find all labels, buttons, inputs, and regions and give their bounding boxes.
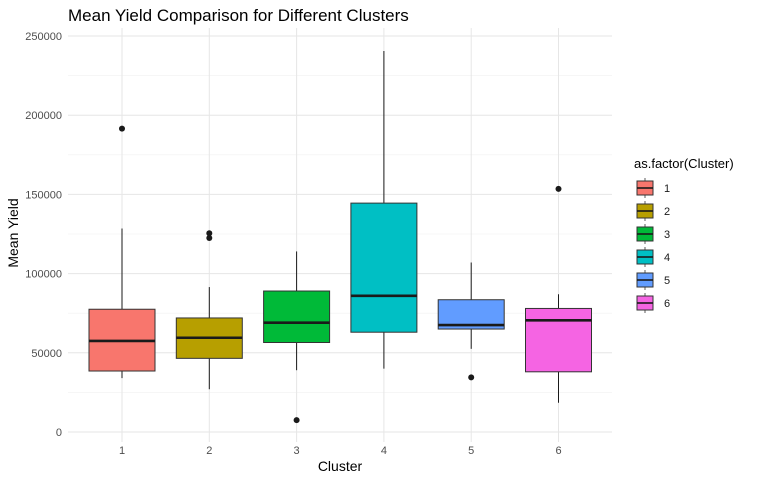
outlier-point (293, 417, 300, 424)
outlier-point (119, 125, 125, 132)
x-tick-label: 3 (294, 445, 300, 457)
outlier-point (555, 185, 562, 192)
y-tick-label: 200000 (25, 110, 62, 122)
x-tick-label: 5 (468, 445, 474, 457)
x-tick-label: 6 (555, 445, 561, 457)
axes: 0 50000 100000 150000 200000 250000 1 2 3 4 5 6 (25, 31, 561, 457)
box-cluster-4 (350, 202, 418, 333)
x-tick-label: 1 (119, 445, 125, 457)
outlier-point (468, 374, 475, 381)
outlier-point (206, 234, 213, 241)
grid (68, 28, 612, 442)
x-tick-label: 2 (206, 445, 212, 457)
x-tick-label: 4 (381, 445, 387, 457)
legend-label: 2 (664, 206, 670, 218)
y-tick-label: 250000 (25, 31, 62, 43)
y-tick-label: 0 (56, 427, 62, 439)
y-tick-label: 100000 (25, 269, 62, 281)
boxes (88, 51, 592, 424)
x-axis-title: Cluster (318, 458, 363, 474)
y-tick-label: 50000 (31, 348, 62, 360)
y-tick-label: 150000 (25, 189, 62, 201)
legend: 1 2 3 4 5 6 (636, 178, 670, 313)
box-cluster-3 (263, 290, 331, 344)
chart-title: Mean Yield Comparison for Different Clus… (68, 6, 409, 25)
box-cluster-6 (525, 307, 592, 373)
legend-label: 3 (664, 229, 670, 241)
legend-label: 5 (664, 275, 670, 287)
legend-label: 6 (664, 298, 670, 310)
legend-label: 1 (664, 183, 670, 195)
y-axis-title: Mean Yield (5, 198, 21, 267)
legend-title: as.factor(Cluster) (634, 156, 734, 171)
legend-label: 4 (664, 252, 670, 264)
outlier-point (206, 230, 213, 237)
